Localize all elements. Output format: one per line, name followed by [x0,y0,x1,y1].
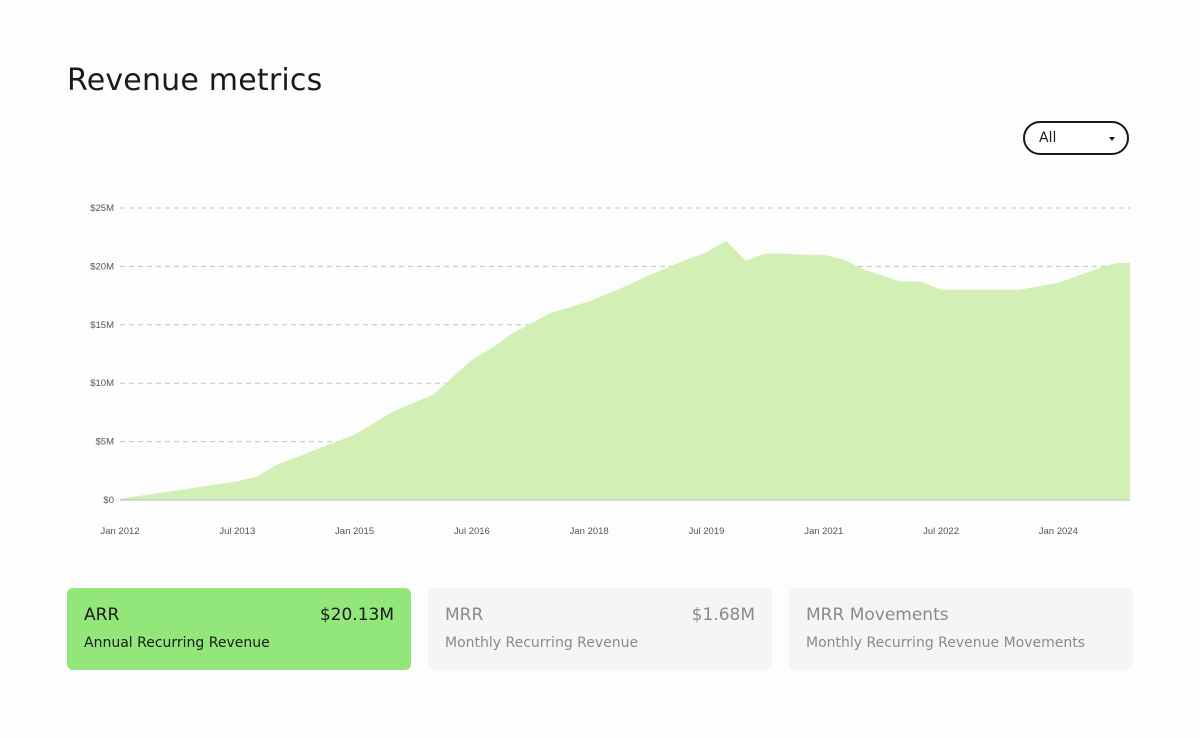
metric-key: ARR [84,605,120,625]
x-tick-label: Jan 2018 [570,526,609,537]
period-filter-value: All [1039,130,1057,146]
period-filter-select[interactable]: All [1023,121,1129,155]
y-tick-label: $0 [103,495,114,506]
y-tick-label: $20M [90,261,114,272]
revenue-area-chart: $0 $5M $10M $15M $20M $25M Jan 2012 Jul 2013 Jan… [90,203,1130,537]
metric-value: $1.68M [691,605,755,625]
metric-card-mrr-movements[interactable]: MRR Movements Monthly Recurring Revenue … [789,588,1133,670]
x-tick-label: Jan 2015 [335,526,374,537]
metric-card-arr[interactable]: ARR $20.13M Annual Recurring Revenue [67,588,411,670]
metric-description: Annual Recurring Revenue [84,635,270,651]
metric-value: $20.13M [319,605,394,625]
page-title: Revenue metrics [67,63,323,98]
metric-card-mrr[interactable]: MRR $1.68M Monthly Recurring Revenue [428,588,772,670]
y-tick-label: $10M [90,378,114,389]
y-tick-label: $5M [96,437,115,448]
metric-key: MRR Movements [806,605,949,625]
chevron-down-icon [1109,137,1115,141]
area-series [120,240,1130,500]
x-tick-label: Jul 2022 [923,526,959,537]
x-tick-label: Jan 2021 [804,526,843,537]
x-tick-label: Jul 2019 [688,526,724,537]
metric-key: MRR [445,605,484,625]
x-tick-label: Jan 2024 [1039,526,1078,537]
y-tick-label: $15M [90,320,114,331]
x-tick-label: Jul 2016 [454,526,490,537]
y-tick-label: $25M [90,203,114,214]
x-tick-label: Jan 2012 [100,526,139,537]
metric-description: Monthly Recurring Revenue [445,635,639,651]
metric-description: Monthly Recurring Revenue Movements [806,635,1086,651]
x-tick-label: Jul 2013 [219,526,255,537]
